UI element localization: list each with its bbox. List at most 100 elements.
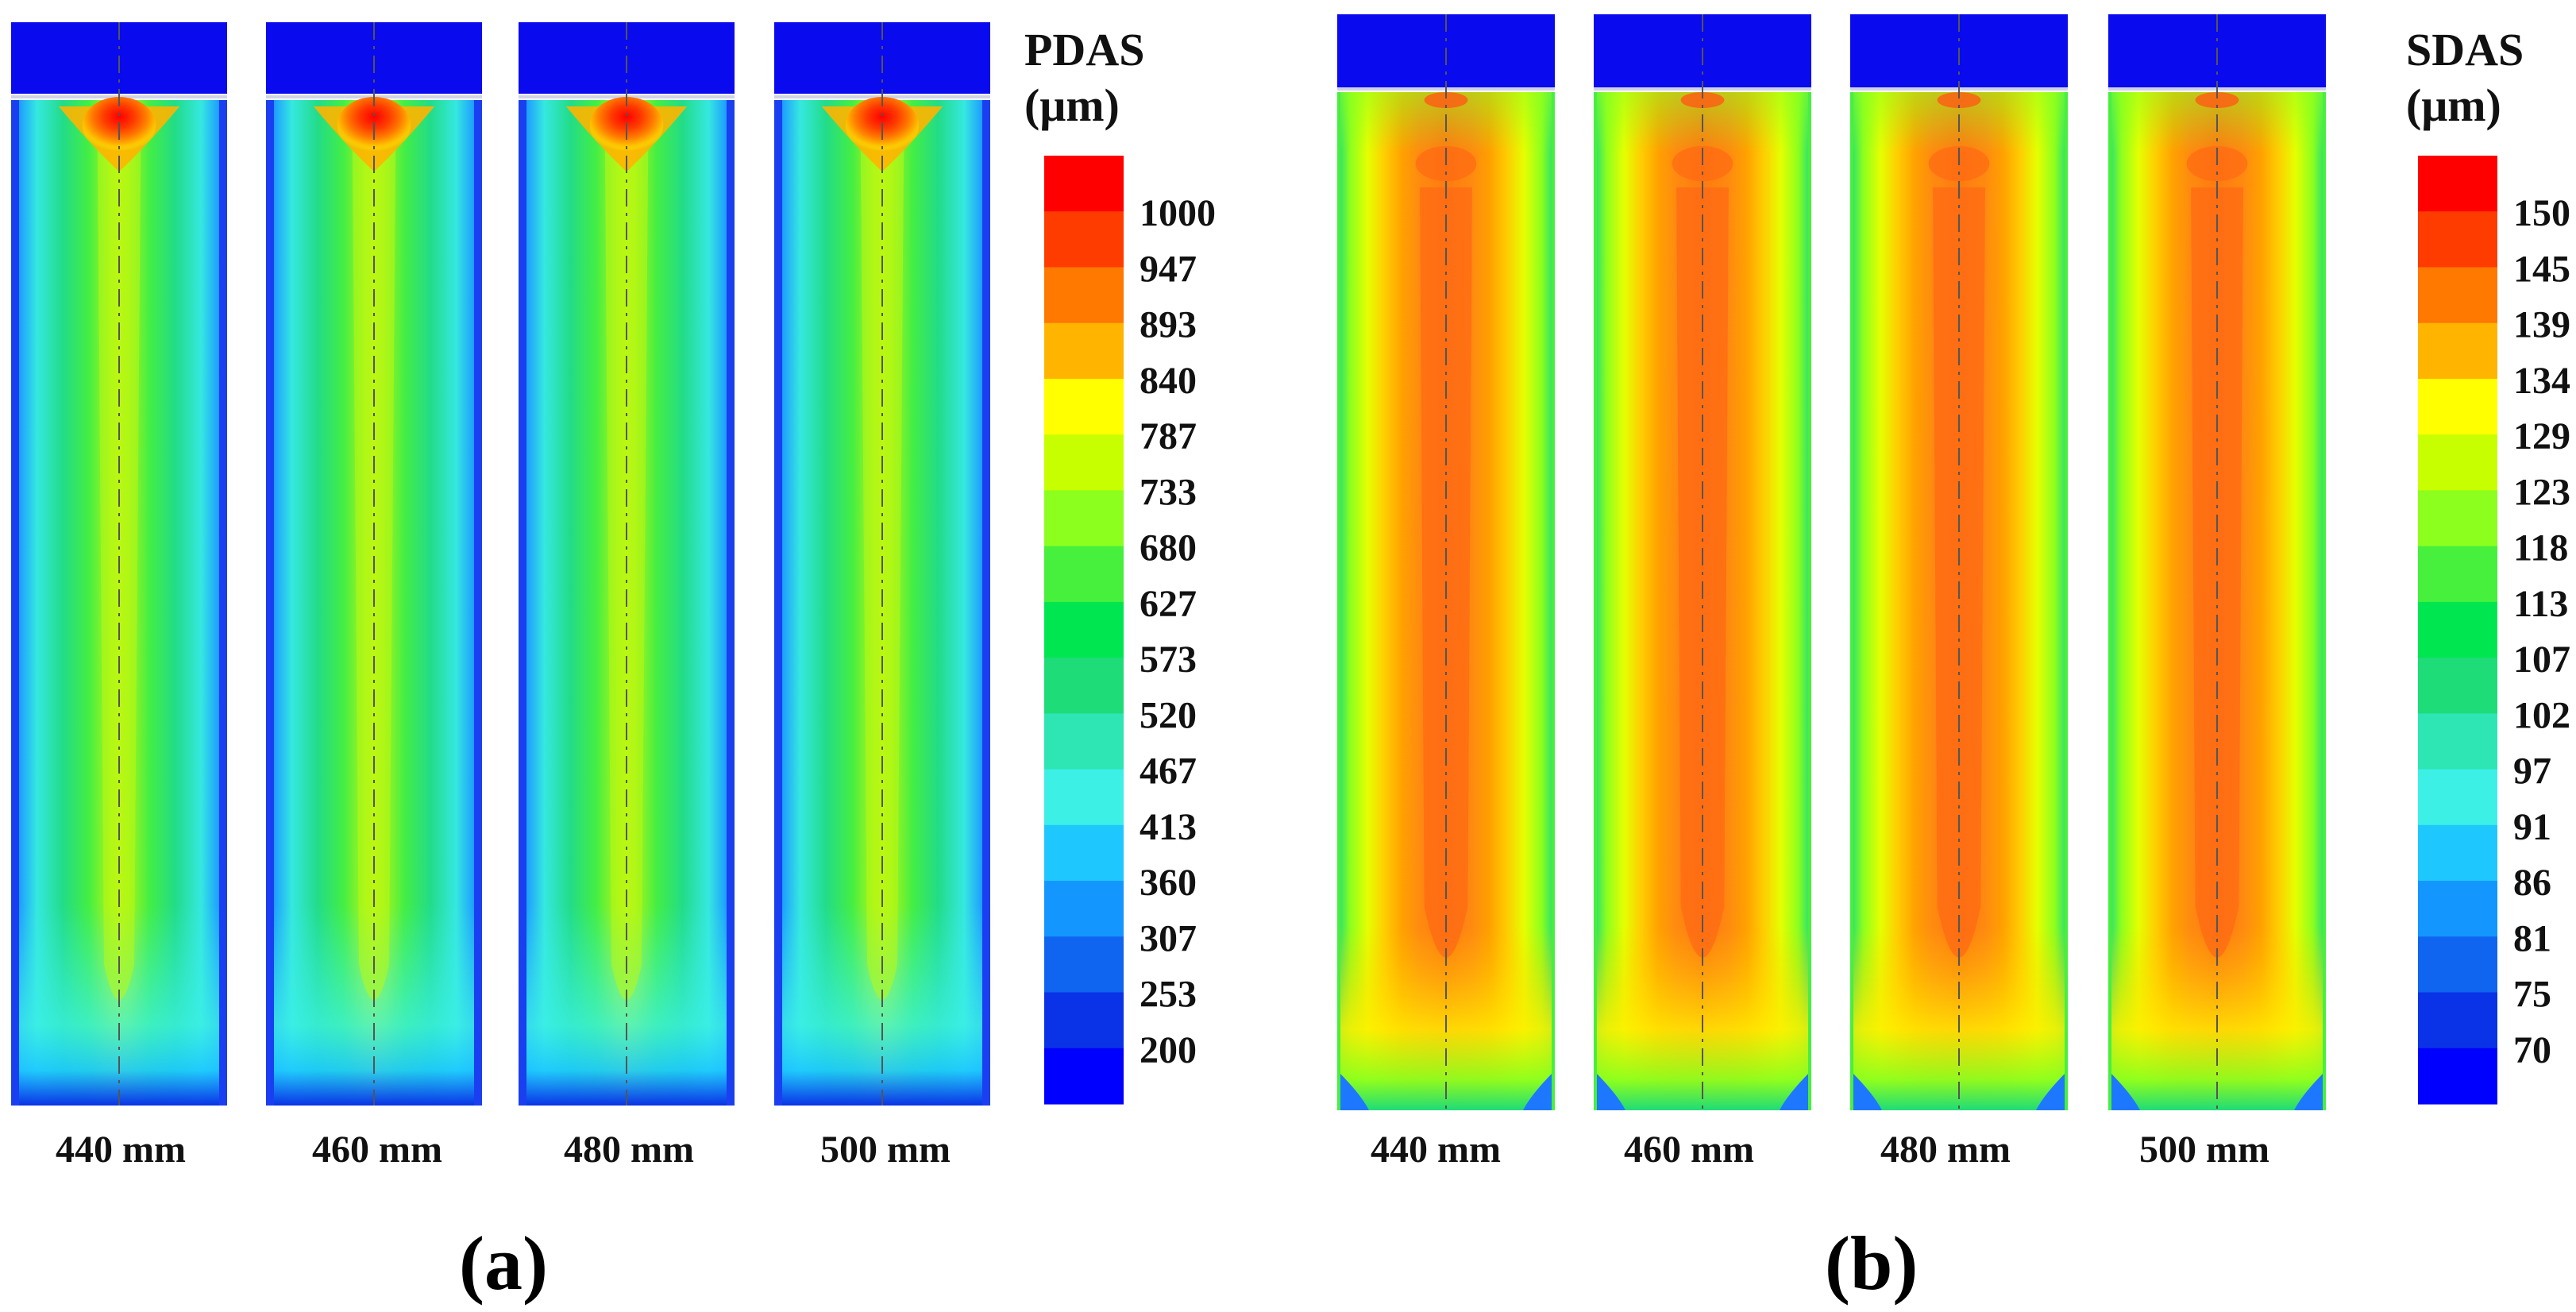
core-band <box>604 148 649 1001</box>
colorbar-segment <box>1044 322 1124 380</box>
colorbar-tick-label: 139 <box>2513 304 2570 346</box>
colorbar-tick-label: 86 <box>2513 862 2551 904</box>
colorbar-tick-label: 200 <box>1140 1029 1197 1071</box>
colorbar-tick-label: 413 <box>1140 806 1197 848</box>
colorbar-tick-label: 360 <box>1140 862 1197 904</box>
caption-a-500: 500 mm <box>820 1129 951 1171</box>
colorbar-segment <box>1044 490 1124 547</box>
bottom-left-corner <box>1594 1071 1625 1110</box>
bottom-left-corner <box>2108 1071 2140 1110</box>
caption-a-480: 480 mm <box>564 1129 694 1171</box>
left-edge <box>1850 92 1853 1110</box>
top-spot <box>1680 92 1725 108</box>
colorbar-segment <box>1044 267 1124 324</box>
colorbar-segment <box>2418 322 2497 380</box>
colorbar-segment <box>2418 881 2497 937</box>
colorbar-b-title-line2: (μm) <box>2406 79 2501 131</box>
colorbar-tick-label: 123 <box>2513 471 2570 513</box>
colorbar-tick-label: 118 <box>2513 527 2568 569</box>
colorbar-b: 150 145 139 134 129 123 118 113 107 102 97 91 86 81 75… <box>2418 156 2570 1105</box>
colorbar-a-title: PDAS (μm) <box>1024 22 1144 133</box>
colorbar-segment <box>2418 713 2497 770</box>
bottom-left-corner <box>1337 1071 1369 1110</box>
colorbar-segment <box>2418 378 2497 435</box>
panel-a: 1000 947 893 840 787 733 680 627 573 520 467 413 360… <box>11 22 1216 1106</box>
colorbar-tick-label: 134 <box>2513 360 2570 402</box>
colorbar-segment <box>2418 1048 2497 1105</box>
left-edge <box>266 100 274 1106</box>
colorbar-tick-label: 467 <box>1140 751 1197 793</box>
colorbar-tick-label: 627 <box>1140 583 1197 625</box>
colorbar-segment <box>1044 824 1124 882</box>
colorbar-tick-label: 75 <box>2513 974 2551 1016</box>
colorbar-b-title: SDAS (μm) <box>2406 22 2524 133</box>
colorbar-a-title-line1: PDAS <box>1024 24 1145 75</box>
colorbar-segment <box>1044 658 1124 714</box>
casting-a-440mm <box>11 22 227 1106</box>
casting-b-500mm <box>2108 14 2326 1110</box>
colorbar-segment <box>1044 434 1124 492</box>
casting-a-480mm <box>519 22 735 1106</box>
top-spot <box>1424 92 1468 108</box>
colorbar-segment <box>2418 211 2497 268</box>
right-edge <box>1552 92 1555 1110</box>
colorbar-segment <box>1044 881 1124 937</box>
colorbar-tick-label: 91 <box>2513 806 2551 848</box>
colorbar-tick-label: 107 <box>2513 639 2570 681</box>
colorbar-segment <box>1044 546 1124 603</box>
colorbar-segment <box>1044 156 1124 212</box>
colorbar-segment <box>1044 601 1124 658</box>
right-edge <box>2323 92 2326 1110</box>
colorbar-b-title-line1: SDAS <box>2406 24 2524 75</box>
panel-label-a: (a) <box>459 1221 548 1306</box>
colorbar-tick-label: 520 <box>1140 694 1197 736</box>
caption-b-500: 500 mm <box>2139 1129 2269 1171</box>
caption-b-480: 480 mm <box>1880 1129 2011 1171</box>
right-edge <box>1808 92 1811 1110</box>
colorbar-segment <box>2418 601 2497 658</box>
colorbar-tick-label: 840 <box>1140 360 1197 402</box>
colorbar-segment <box>2418 434 2497 492</box>
bottom-right-corner <box>2036 1071 2068 1110</box>
caption-a-460: 460 mm <box>312 1129 442 1171</box>
right-edge <box>219 100 227 1106</box>
colorbar-tick-label: 150 <box>2513 192 2570 234</box>
colorbar-tick-label: 947 <box>1140 248 1197 290</box>
colorbar-segment <box>1044 713 1124 770</box>
colorbar-a-title-line2: (μm) <box>1024 79 1120 131</box>
colorbar-tick-label: 787 <box>1140 415 1197 457</box>
top-spot <box>2195 92 2239 108</box>
colorbar-tick-label: 307 <box>1140 917 1197 959</box>
right-edge <box>982 100 990 1106</box>
colorbar-segment <box>2418 490 2497 547</box>
core-band <box>352 148 396 1001</box>
panel-b: 150 145 139 134 129 123 118 113 107 102 97 91 86 81 75… <box>1337 14 2570 1110</box>
colorbar-segment <box>1044 769 1124 826</box>
right-edge <box>474 100 482 1106</box>
top-spot <box>1937 92 1981 108</box>
right-edge <box>727 100 735 1106</box>
panel-label-b: (b) <box>1825 1221 1919 1306</box>
colorbar-tick-label: 893 <box>1140 304 1197 346</box>
casting-b-460mm <box>1594 14 1811 1110</box>
colorbar-tick-label: 113 <box>2513 583 2568 625</box>
colorbar-segment <box>1044 992 1124 1049</box>
left-edge <box>1337 92 1340 1110</box>
right-edge <box>2065 92 2068 1110</box>
caption-b-460: 460 mm <box>1624 1129 1754 1171</box>
colorbar-tick-label: 70 <box>2513 1029 2551 1071</box>
colorbar-tick-label: 573 <box>1140 639 1197 681</box>
casting-a-500mm <box>774 22 990 1106</box>
colorbar-segment <box>2418 267 2497 324</box>
colorbar-tick-label: 97 <box>2513 751 2551 793</box>
colorbar-tick-label: 733 <box>1140 471 1197 513</box>
colorbar-segment <box>2418 769 2497 826</box>
colorbar-a: 1000 947 893 840 787 733 680 627 573 520 467 413 360… <box>1044 156 1216 1105</box>
colorbar-tick-label: 102 <box>2513 694 2570 736</box>
colorbar-tick-label: 680 <box>1140 527 1197 569</box>
colorbar-tick-label: 81 <box>2513 917 2551 959</box>
colorbar-segment <box>1044 936 1124 994</box>
caption-a-440: 440 mm <box>56 1129 186 1171</box>
colorbar-segment <box>2418 992 2497 1049</box>
